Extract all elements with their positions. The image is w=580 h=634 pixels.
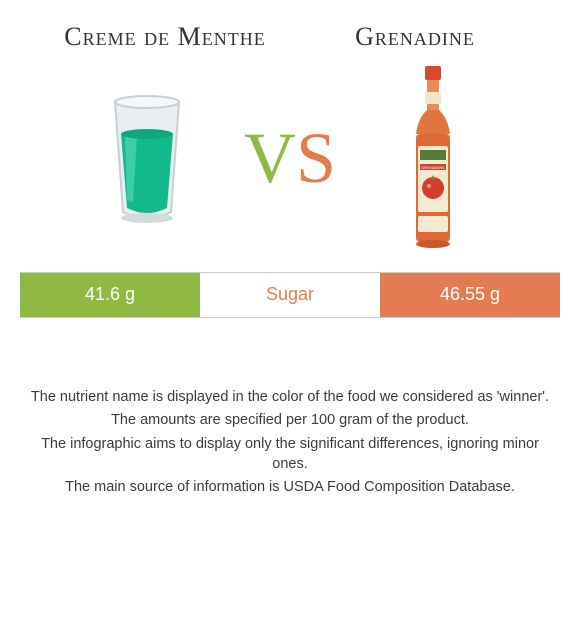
footnote-line: The amounts are specified per 100 gram o…: [24, 411, 556, 431]
left-value-bar: 41.6 g: [20, 273, 200, 317]
svg-text:GRENADINE: GRENADINE: [421, 165, 445, 170]
left-product-image: [60, 84, 234, 234]
title-left-col: Creme de Menthe: [40, 22, 290, 52]
vs-v: V: [244, 118, 296, 198]
footnotes: The nutrient name is displayed in the co…: [0, 318, 580, 498]
footnote-line: The nutrient name is displayed in the co…: [24, 388, 556, 408]
title-right-col: Grenadine: [290, 22, 540, 52]
shot-glass-mint-icon: [97, 84, 197, 234]
left-product-title: Creme de Menthe: [40, 22, 290, 52]
right-value-bar: 46.55 g: [380, 273, 560, 317]
footnote-line: The main source of information is USDA F…: [24, 478, 556, 498]
hero-row: VS GRENADINE: [0, 52, 580, 272]
comparison-infographic: Creme de Menthe Grenadine: [0, 0, 580, 498]
vs-s: S: [296, 118, 336, 198]
nutrient-bar-row: 41.6 g Sugar 46.55 g: [20, 272, 560, 318]
nutrient-label: Sugar: [200, 273, 380, 317]
right-product-title: Grenadine: [290, 22, 540, 52]
right-product-image: GRENADINE: [346, 64, 520, 254]
grenadine-bottle-icon: GRENADINE: [398, 64, 468, 254]
footnote-line: The infographic aims to display only the…: [24, 435, 556, 474]
vs-label: VS: [234, 117, 346, 200]
title-row: Creme de Menthe Grenadine: [0, 0, 580, 52]
